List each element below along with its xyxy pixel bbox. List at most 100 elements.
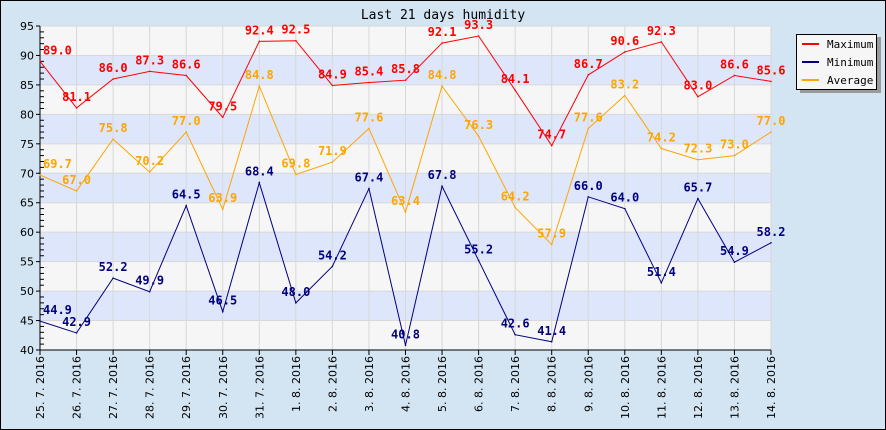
- data-point-minimum: [550, 340, 553, 343]
- data-point-average: [112, 138, 114, 140]
- data-label-average: 84.8: [428, 68, 457, 82]
- data-label-minimum: 55.2: [464, 242, 493, 256]
- data-point-average: [221, 208, 224, 211]
- data-label-maximum: 90.6: [610, 34, 639, 48]
- data-point-average: [75, 190, 78, 192]
- legend-label-minimum: Minimum: [827, 56, 874, 69]
- data-label-average: 73.0: [720, 138, 749, 152]
- data-label-minimum: 41.4: [537, 324, 566, 338]
- data-point-average: [514, 206, 516, 209]
- data-point-average: [477, 135, 480, 137]
- data-point-maximum: [295, 39, 297, 42]
- data-point-minimum: [660, 282, 663, 284]
- data-label-maximum: 89.0: [43, 43, 72, 57]
- data-point-average: [39, 174, 41, 176]
- data-point-maximum: [550, 144, 553, 147]
- legend: Maximum Minimum Average: [796, 34, 881, 93]
- data-point-minimum: [624, 207, 626, 210]
- y-tick-label: 85: [20, 79, 34, 92]
- x-tick-label: 2. 8. 2016: [326, 356, 339, 412]
- data-label-average: 69.7: [43, 157, 72, 171]
- data-label-maximum: 92.5: [281, 23, 310, 37]
- data-label-maximum: 79.5: [208, 99, 237, 113]
- x-tick-label: 27. 7. 2016: [107, 356, 120, 419]
- data-label-average: 63.4: [391, 194, 420, 208]
- data-point-average: [441, 85, 443, 87]
- legend-label-average: Average: [827, 74, 873, 87]
- data-label-average: 57.9: [537, 227, 566, 241]
- x-tick-label: 13. 8. 2016: [728, 356, 741, 419]
- data-point-minimum: [221, 310, 224, 313]
- data-label-average: 67.0: [62, 173, 91, 187]
- data-label-maximum: 87.3: [135, 53, 164, 67]
- x-tick-label: 3. 8. 2016: [363, 356, 376, 412]
- data-point-average: [295, 173, 297, 176]
- data-label-maximum: 84.9: [318, 67, 347, 81]
- data-label-maximum: 74.7: [537, 128, 566, 142]
- data-label-maximum: 83.0: [683, 79, 712, 93]
- data-point-maximum: [587, 74, 590, 76]
- data-point-maximum: [112, 78, 114, 80]
- data-label-minimum: 65.7: [683, 181, 712, 195]
- data-point-maximum: [441, 42, 443, 44]
- data-label-average: 70.2: [135, 154, 164, 168]
- data-point-maximum: [404, 79, 407, 81]
- data-point-maximum: [770, 80, 772, 83]
- data-point-maximum: [185, 74, 187, 77]
- data-point-average: [587, 127, 590, 130]
- data-point-minimum: [368, 187, 370, 190]
- x-tick-label: 31. 7. 2016: [253, 356, 266, 419]
- data-label-average: 64.2: [501, 189, 530, 203]
- data-point-minimum: [148, 290, 151, 293]
- data-label-average: 63.9: [208, 191, 237, 205]
- y-tick-label: 90: [20, 49, 34, 62]
- data-label-average: 72.3: [683, 142, 712, 156]
- data-label-maximum: 86.6: [172, 57, 201, 71]
- y-tick-label: 60: [20, 226, 34, 239]
- x-tick-label: 1. 8. 2016: [290, 356, 303, 412]
- y-tick-label: 55: [20, 256, 34, 269]
- x-tick-label: 12. 8. 2016: [692, 356, 705, 419]
- data-point-minimum: [295, 302, 297, 304]
- data-label-average: 77.0: [172, 114, 201, 128]
- data-point-maximum: [75, 107, 78, 109]
- data-label-maximum: 84.1: [501, 72, 530, 86]
- x-tick-label: 7. 8. 2016: [509, 356, 522, 412]
- data-label-average: 77.6: [354, 111, 383, 125]
- data-label-minimum: 66.0: [574, 179, 603, 193]
- x-tick-label: 30. 7. 2016: [217, 356, 230, 419]
- data-point-average: [733, 154, 736, 157]
- data-label-minimum: 44.9: [43, 303, 72, 317]
- data-label-average: 71.9: [318, 144, 347, 158]
- data-point-average: [404, 211, 407, 213]
- data-point-maximum: [660, 41, 663, 43]
- data-label-average: 83.2: [610, 78, 639, 92]
- data-label-minimum: 67.4: [354, 171, 383, 185]
- data-label-average: 84.8: [245, 68, 274, 82]
- data-point-minimum: [697, 197, 699, 200]
- data-point-maximum: [148, 70, 151, 73]
- data-point-minimum: [112, 277, 114, 279]
- data-label-minimum: 40.8: [391, 327, 420, 341]
- y-tick-label: 70: [20, 167, 34, 180]
- data-label-average: 77.0: [757, 114, 786, 128]
- data-label-minimum: 52.2: [99, 260, 128, 274]
- data-point-minimum: [441, 185, 443, 188]
- data-point-maximum: [477, 35, 480, 37]
- data-point-minimum: [770, 241, 772, 244]
- data-label-average: 75.8: [99, 121, 128, 135]
- y-tick-label: 65: [20, 197, 34, 210]
- data-point-minimum: [258, 181, 261, 184]
- data-label-minimum: 54.9: [720, 244, 749, 258]
- x-tick-label: 9. 8. 2016: [582, 356, 595, 412]
- data-point-average: [368, 127, 370, 130]
- data-point-maximum: [258, 40, 261, 43]
- data-label-average: 74.2: [647, 131, 676, 145]
- data-label-maximum: 85.6: [757, 63, 786, 77]
- x-tick-label: 4. 8. 2016: [400, 356, 413, 412]
- data-point-minimum: [587, 196, 590, 198]
- data-point-maximum: [733, 74, 736, 77]
- y-tick-label: 75: [20, 138, 34, 151]
- data-label-average: 77.6: [574, 111, 603, 125]
- data-point-average: [660, 147, 663, 150]
